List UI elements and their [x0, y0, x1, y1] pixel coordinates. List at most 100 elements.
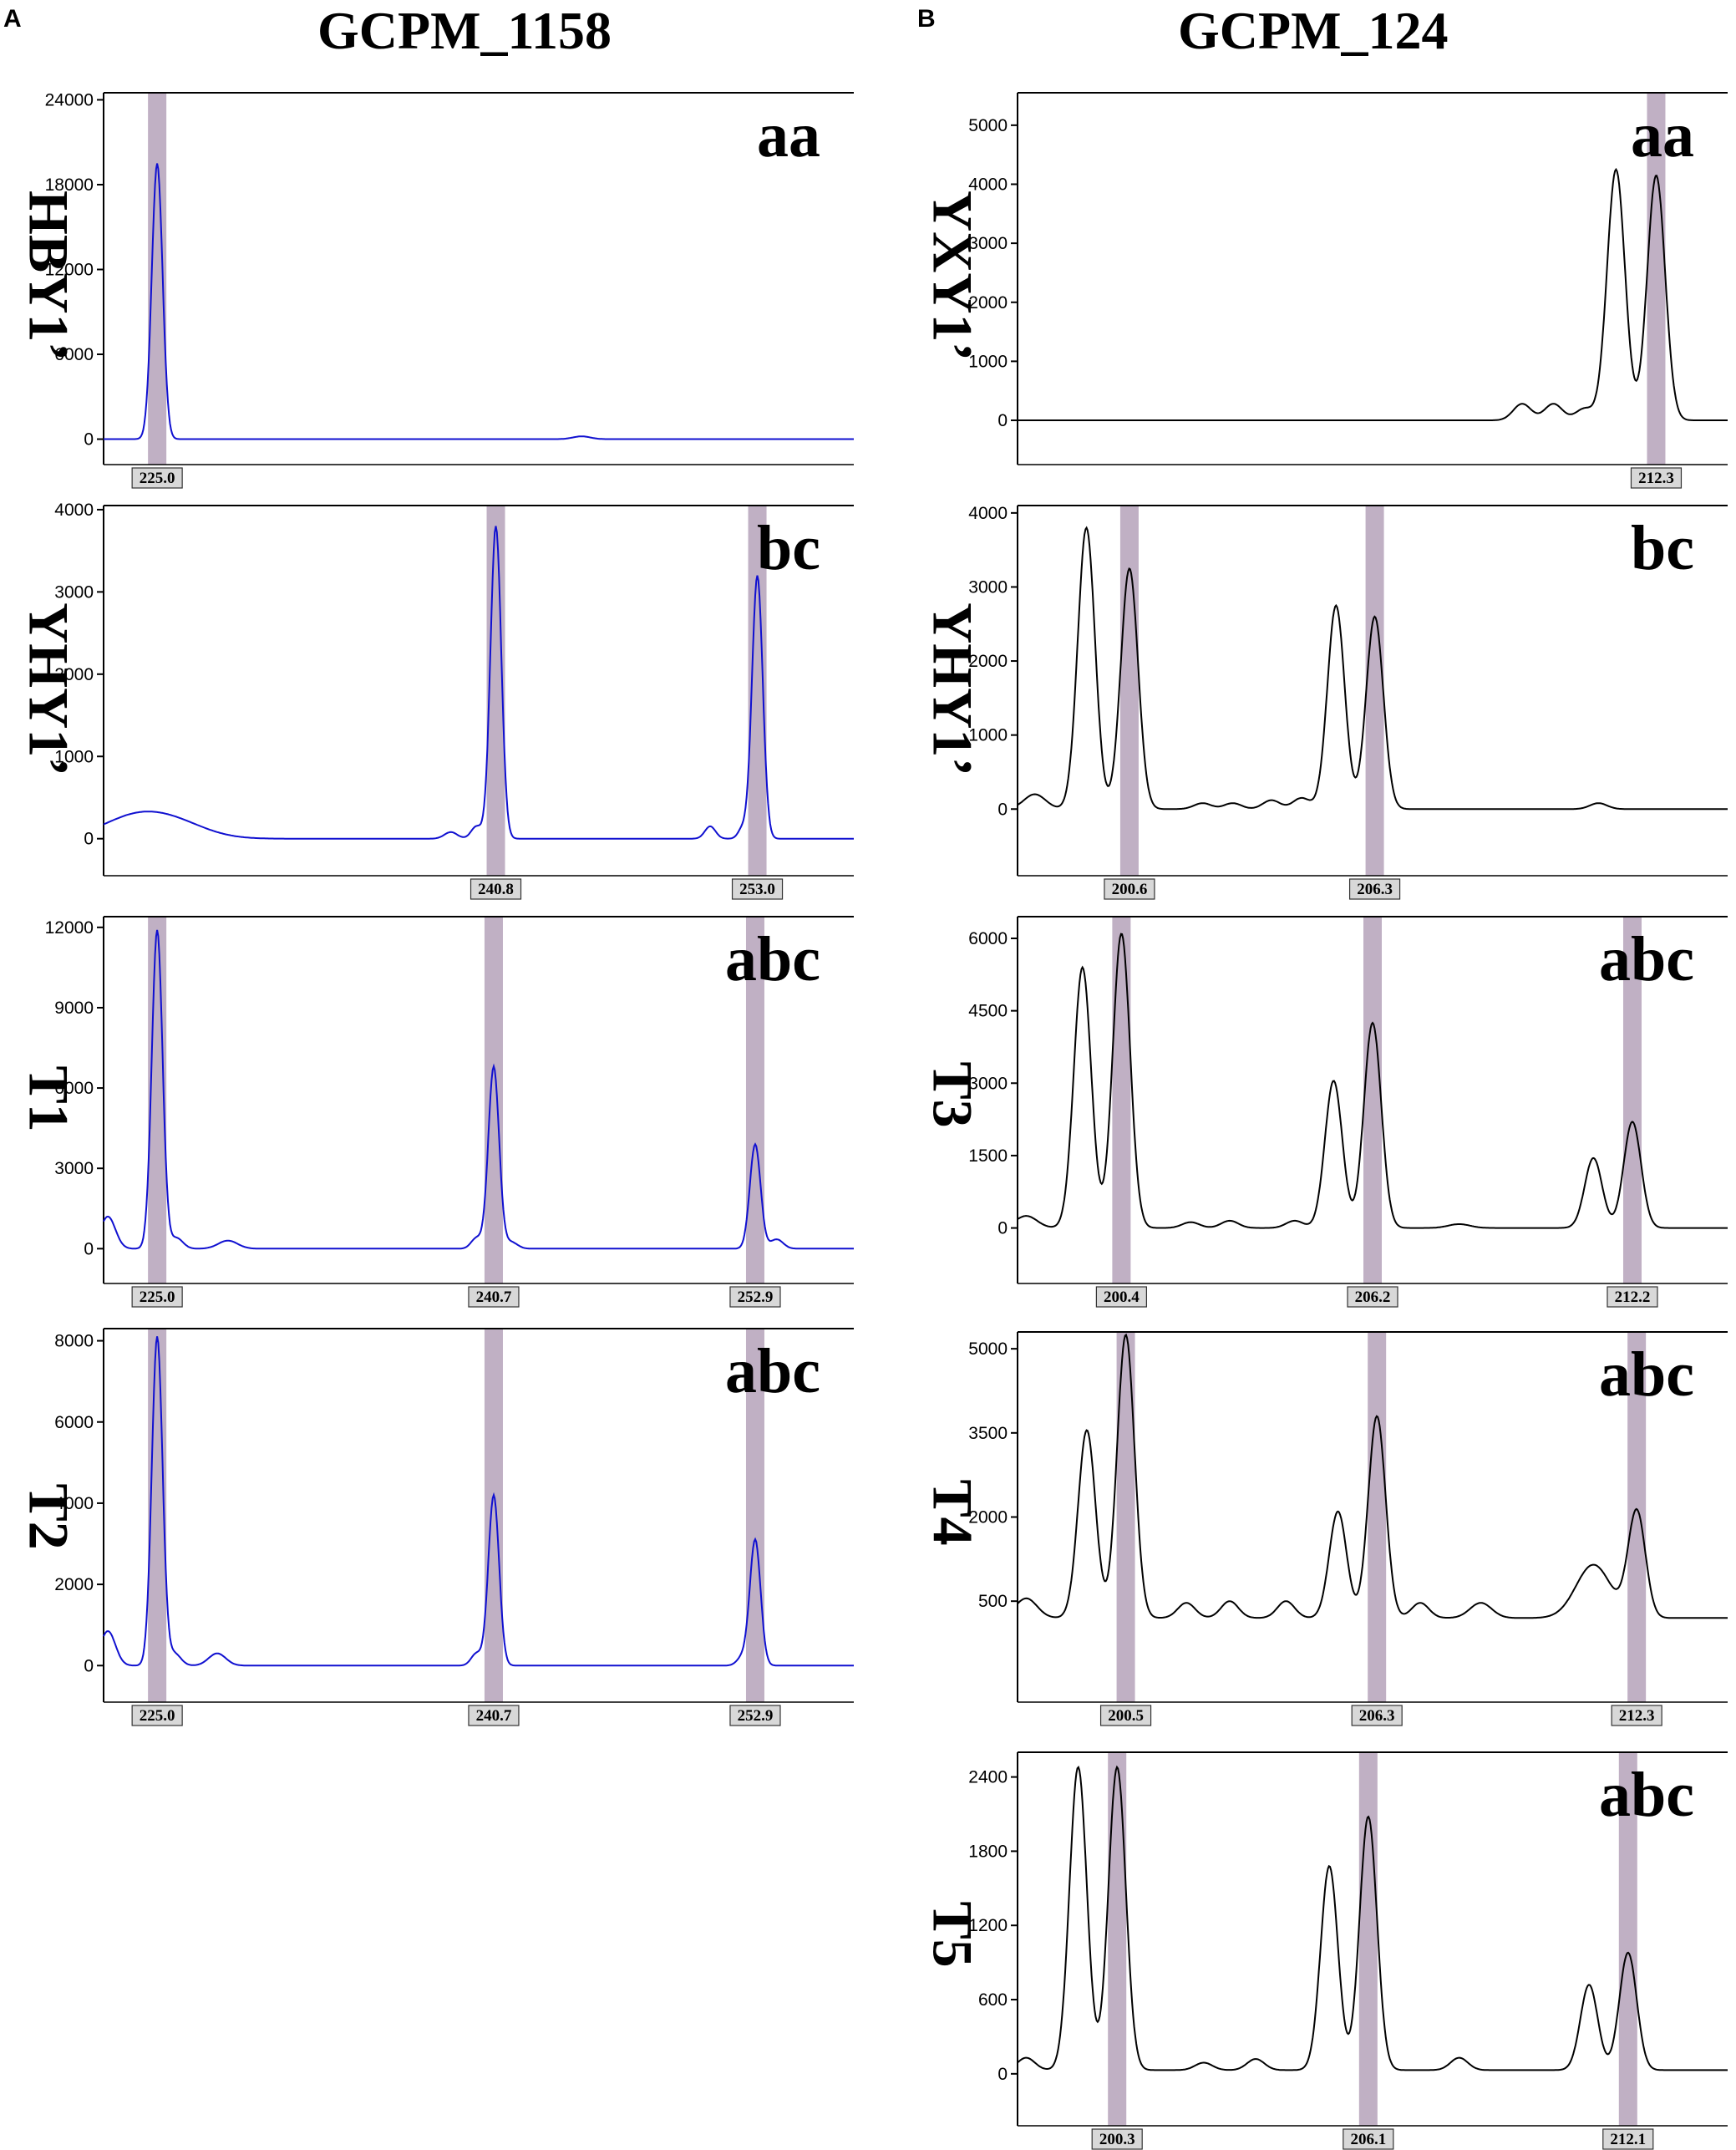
chart-1-peak-label-0: 240.8 — [478, 881, 514, 898]
chart-3-highlight-band-2 — [745, 1329, 764, 1702]
chart-2-peak-label-0: 225.0 — [140, 1288, 175, 1306]
chart-6-peak-label-box-2 — [1607, 1286, 1658, 1308]
chart-1-genotype-label: bc — [757, 513, 820, 583]
chart-8-y-tick-label-2: 1200 — [968, 1916, 1008, 1935]
chart-1-peak-label-box-1 — [731, 878, 784, 900]
chart-7-trace-line — [1017, 1333, 1728, 1619]
chart-3-y-tick-label-4: 8000 — [54, 1332, 94, 1351]
chart-0-peak-label-0: 225.0 — [140, 470, 175, 487]
chart-1-highlight-band-1 — [748, 506, 767, 876]
chart-6-highlight-band-0 — [1112, 917, 1131, 1283]
chart-6-trace-line — [1017, 933, 1728, 1229]
chart-6-y-tick-label-2: 3000 — [968, 1074, 1008, 1093]
chart-2-peak-label-box-2 — [729, 1286, 781, 1308]
chart-5-peak-label-1: 206.3 — [1357, 881, 1393, 898]
chart-8-highlight-band-1 — [1358, 1752, 1378, 2126]
chart-2-peak-label-2: 252.9 — [738, 1288, 774, 1306]
chart-3-peak-label-0: 225.0 — [140, 1707, 175, 1725]
chart-6-highlight-band-1 — [1363, 917, 1382, 1283]
chart-8-highlight-band-2 — [1618, 1752, 1637, 2126]
chart-5-y-tick-label-4: 4000 — [968, 504, 1008, 523]
chart-4-y-tick-label-5: 5000 — [968, 116, 1008, 135]
chart-7-y-tick-label-2: 3500 — [968, 1424, 1008, 1443]
chart-8-y-tick-label-3: 1800 — [968, 1842, 1008, 1861]
chart-6-peak-label-0: 200.4 — [1104, 1288, 1140, 1306]
chart-5-trace-line — [1017, 526, 1728, 811]
chart-8-peak-label-2: 212.1 — [1610, 2131, 1646, 2148]
chart-5-highlight-band-0 — [1119, 506, 1139, 876]
chart-5-peak-label-box-0 — [1104, 878, 1155, 900]
chart-8-y-tick-label-1: 600 — [978, 1990, 1008, 2010]
chart-3-y-tick-label-2: 4000 — [54, 1494, 94, 1513]
chart-2-y-tick-label-0: 0 — [84, 1239, 94, 1258]
chart-7-peak-label-box-2 — [1611, 1705, 1662, 1726]
chart-7-peak-label-2: 212.3 — [1619, 1707, 1655, 1725]
chart-8-highlight-band-0 — [1108, 1752, 1127, 2126]
chart-3-peak-label-box-1 — [468, 1705, 520, 1726]
chart-1-y-tick-label-4: 4000 — [54, 501, 94, 520]
chart-6-y-tick-label-3: 4500 — [968, 1002, 1008, 1021]
chart-2-y-tick-label-1: 3000 — [54, 1159, 94, 1178]
chart-2-peak-label-box-1 — [468, 1286, 520, 1308]
chart-6-y-tick-label-0: 0 — [997, 1219, 1008, 1238]
chart-2-highlight-band-1 — [484, 917, 503, 1283]
chart-8-peak-label-box-2 — [1602, 2128, 1654, 2150]
chart-4-peak-label-0: 212.3 — [1638, 470, 1674, 487]
chart-2-y-tick-label-2: 6000 — [54, 1079, 94, 1098]
chart-4-trace-line — [1018, 167, 1728, 421]
chart-6-peak-label-2: 212.2 — [1615, 1288, 1651, 1306]
chart-5-y-tick-label-1: 1000 — [968, 726, 1008, 745]
chart-2-peak-label-box-0 — [131, 1286, 183, 1308]
chart-5-highlight-band-1 — [1365, 506, 1384, 876]
chart-0-y-tick-label-2: 12000 — [45, 261, 94, 280]
chart-2-y-tick-label-3: 9000 — [54, 999, 94, 1018]
chart-4-peak-label-box-0 — [1630, 467, 1683, 489]
chart-4-highlight-band-0 — [1647, 93, 1666, 465]
chart-2-trace-line — [103, 929, 854, 1250]
chart-3-y-tick-label-0: 0 — [84, 1656, 94, 1675]
chart-1-y-tick-label-0: 0 — [84, 830, 94, 849]
chart-8-peak-label-box-1 — [1343, 2128, 1394, 2150]
chart-5-y-tick-label-3: 3000 — [968, 577, 1008, 597]
chart-3-trace-line — [103, 1336, 854, 1667]
chart-6-y-tick-label-4: 6000 — [968, 929, 1008, 948]
chart-5-peak-label-0: 200.6 — [1112, 881, 1148, 898]
chart-6-y-tick-label-1: 1500 — [968, 1146, 1008, 1166]
chart-0-y-tick-label-1: 6000 — [54, 345, 94, 364]
chart-3-y-tick-label-3: 6000 — [54, 1413, 94, 1432]
chart-1-peak-label-box-0 — [470, 878, 522, 900]
chart-7-peak-label-0: 200.5 — [1108, 1707, 1144, 1725]
chart-1-y-tick-label-3: 3000 — [54, 582, 94, 602]
chart-0-peak-label-box-0 — [131, 467, 183, 489]
chart-1-y-tick-label-1: 1000 — [54, 747, 94, 766]
chart-3-highlight-band-1 — [484, 1329, 503, 1702]
chart-5-peak-label-box-1 — [1348, 878, 1401, 900]
chart-7-highlight-band-0 — [1116, 1332, 1135, 1702]
panel-letter-a: A — [3, 5, 22, 33]
chart-4-y-tick-label-3: 3000 — [968, 234, 1008, 253]
chart-2-peak-label-1: 240.7 — [476, 1288, 512, 1306]
chart-0-genotype-label: aa — [757, 100, 820, 170]
chart-0-y-tick-label-0: 0 — [84, 430, 94, 450]
chart-3-peak-label-2: 252.9 — [738, 1707, 774, 1725]
panel-letter-b: B — [917, 5, 936, 33]
chart-7-peak-label-1: 206.3 — [1359, 1707, 1395, 1725]
chart-2-genotype-label: abc — [725, 924, 820, 994]
chart-2-highlight-band-2 — [745, 917, 764, 1283]
chart-7-highlight-band-1 — [1368, 1332, 1387, 1702]
column-title-a: GCPM_1158 — [317, 1, 612, 60]
chart-3-peak-label-1: 240.7 — [476, 1707, 512, 1725]
chart-5-genotype-label: bc — [1631, 513, 1694, 583]
chart-3-genotype-label: abc — [725, 1336, 820, 1406]
chart-4-y-tick-label-4: 4000 — [968, 175, 1008, 194]
chart-0-y-tick-label-3: 18000 — [45, 175, 94, 195]
chart-5-y-tick-label-0: 0 — [997, 800, 1008, 819]
chart-5-y-tick-label-2: 2000 — [968, 652, 1008, 671]
chart-6-highlight-band-2 — [1622, 917, 1642, 1283]
chart-7-y-tick-label-0: 500 — [978, 1592, 1008, 1611]
chart-1-trace-line — [103, 526, 854, 840]
column-title-b: GCPM_124 — [1178, 1, 1449, 60]
chart-8-peak-label-0: 200.3 — [1099, 2131, 1135, 2148]
chart-1-y-tick-label-2: 2000 — [54, 665, 94, 684]
